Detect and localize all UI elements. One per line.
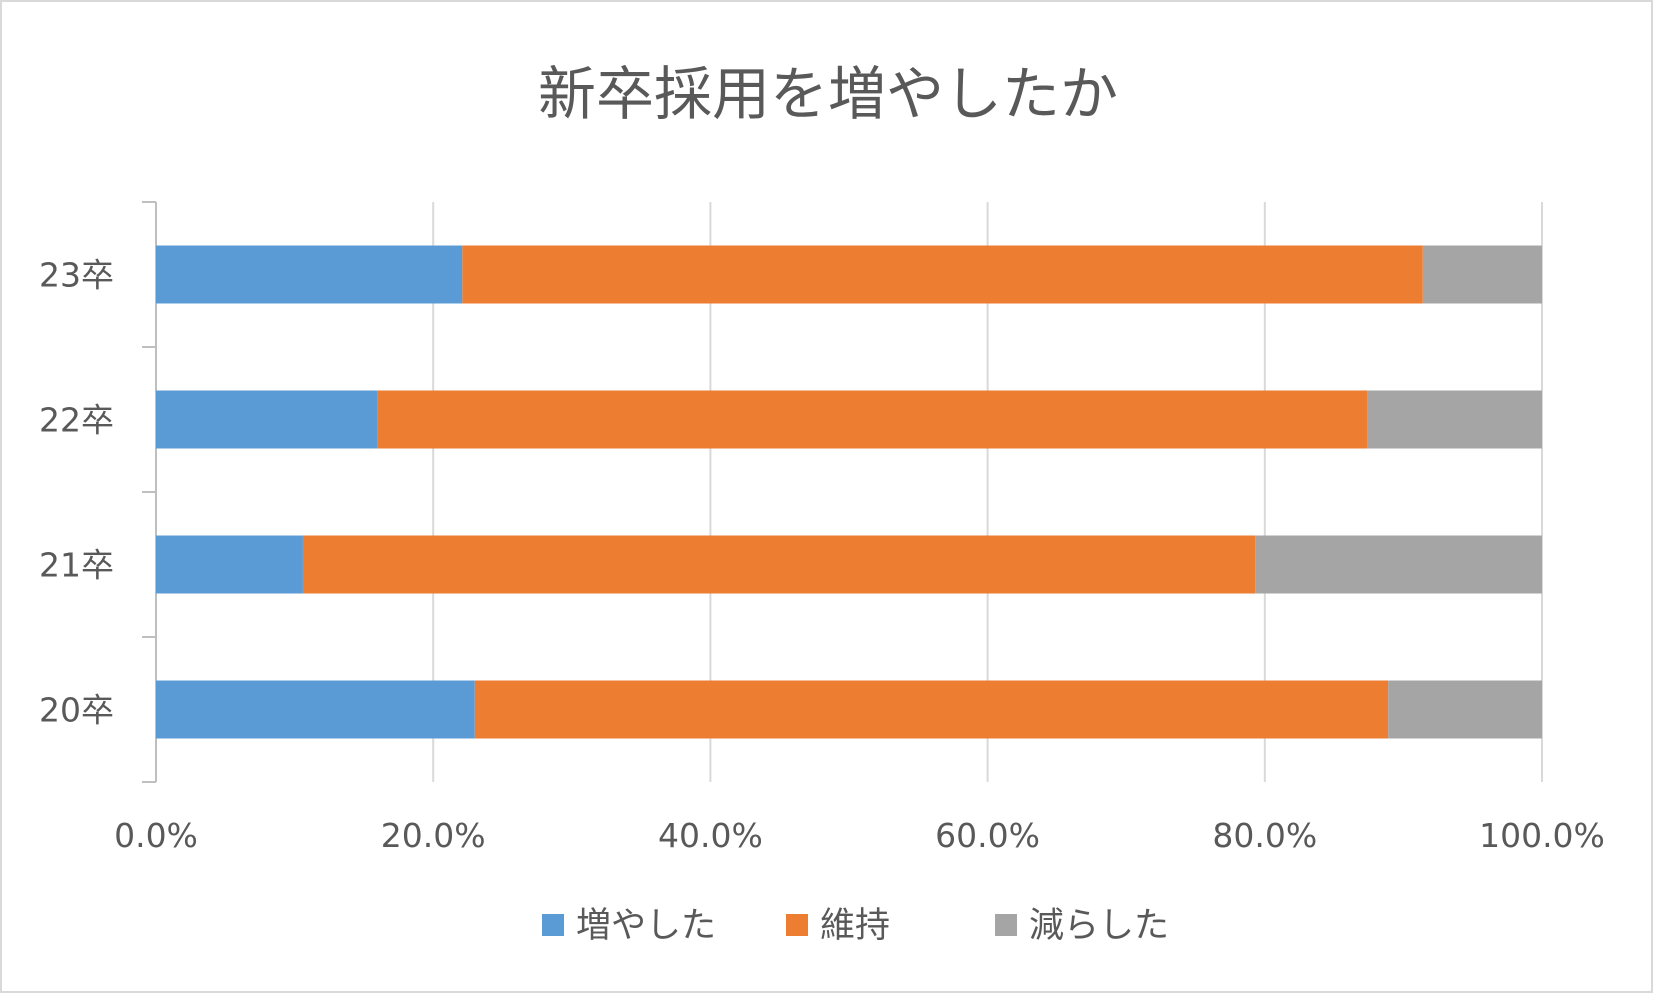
bar-増やした-20卒 <box>156 680 475 739</box>
x-tick-label: 100.0% <box>1479 816 1605 855</box>
bar-減らした-22卒 <box>1367 390 1542 449</box>
legend-label: 維持 <box>820 906 890 946</box>
y-category-label: 21卒 <box>39 546 114 585</box>
bar-維持-23卒 <box>462 245 1423 304</box>
bar-維持-22卒 <box>377 390 1368 449</box>
x-tick-label: 0.0% <box>114 816 198 855</box>
bar-増やした-22卒 <box>156 390 378 449</box>
bar-減らした-23卒 <box>1422 245 1542 304</box>
x-tick-label: 80.0% <box>1212 816 1317 855</box>
x-tick-label: 60.0% <box>935 816 1040 855</box>
y-category-label: 20卒 <box>39 691 114 730</box>
legend-label: 増やした <box>576 906 716 946</box>
legend-swatch <box>995 914 1017 936</box>
bar-維持-20卒 <box>474 680 1389 739</box>
y-category-label: 23卒 <box>39 256 114 295</box>
legend-swatch <box>542 914 564 936</box>
legend-swatch <box>786 914 808 936</box>
bar-増やした-21卒 <box>156 535 303 594</box>
bar-増やした-23卒 <box>156 245 463 304</box>
bar-減らした-21卒 <box>1255 535 1542 594</box>
y-category-label: 22卒 <box>39 401 114 440</box>
chart-title: 新卒採用を増やしたか <box>538 60 1118 128</box>
bar-減らした-20卒 <box>1388 680 1542 739</box>
x-tick-label: 40.0% <box>658 816 763 855</box>
legend-label: 減らした <box>1029 906 1169 946</box>
bar-維持-21卒 <box>302 535 1256 594</box>
x-tick-label: 20.0% <box>381 816 486 855</box>
